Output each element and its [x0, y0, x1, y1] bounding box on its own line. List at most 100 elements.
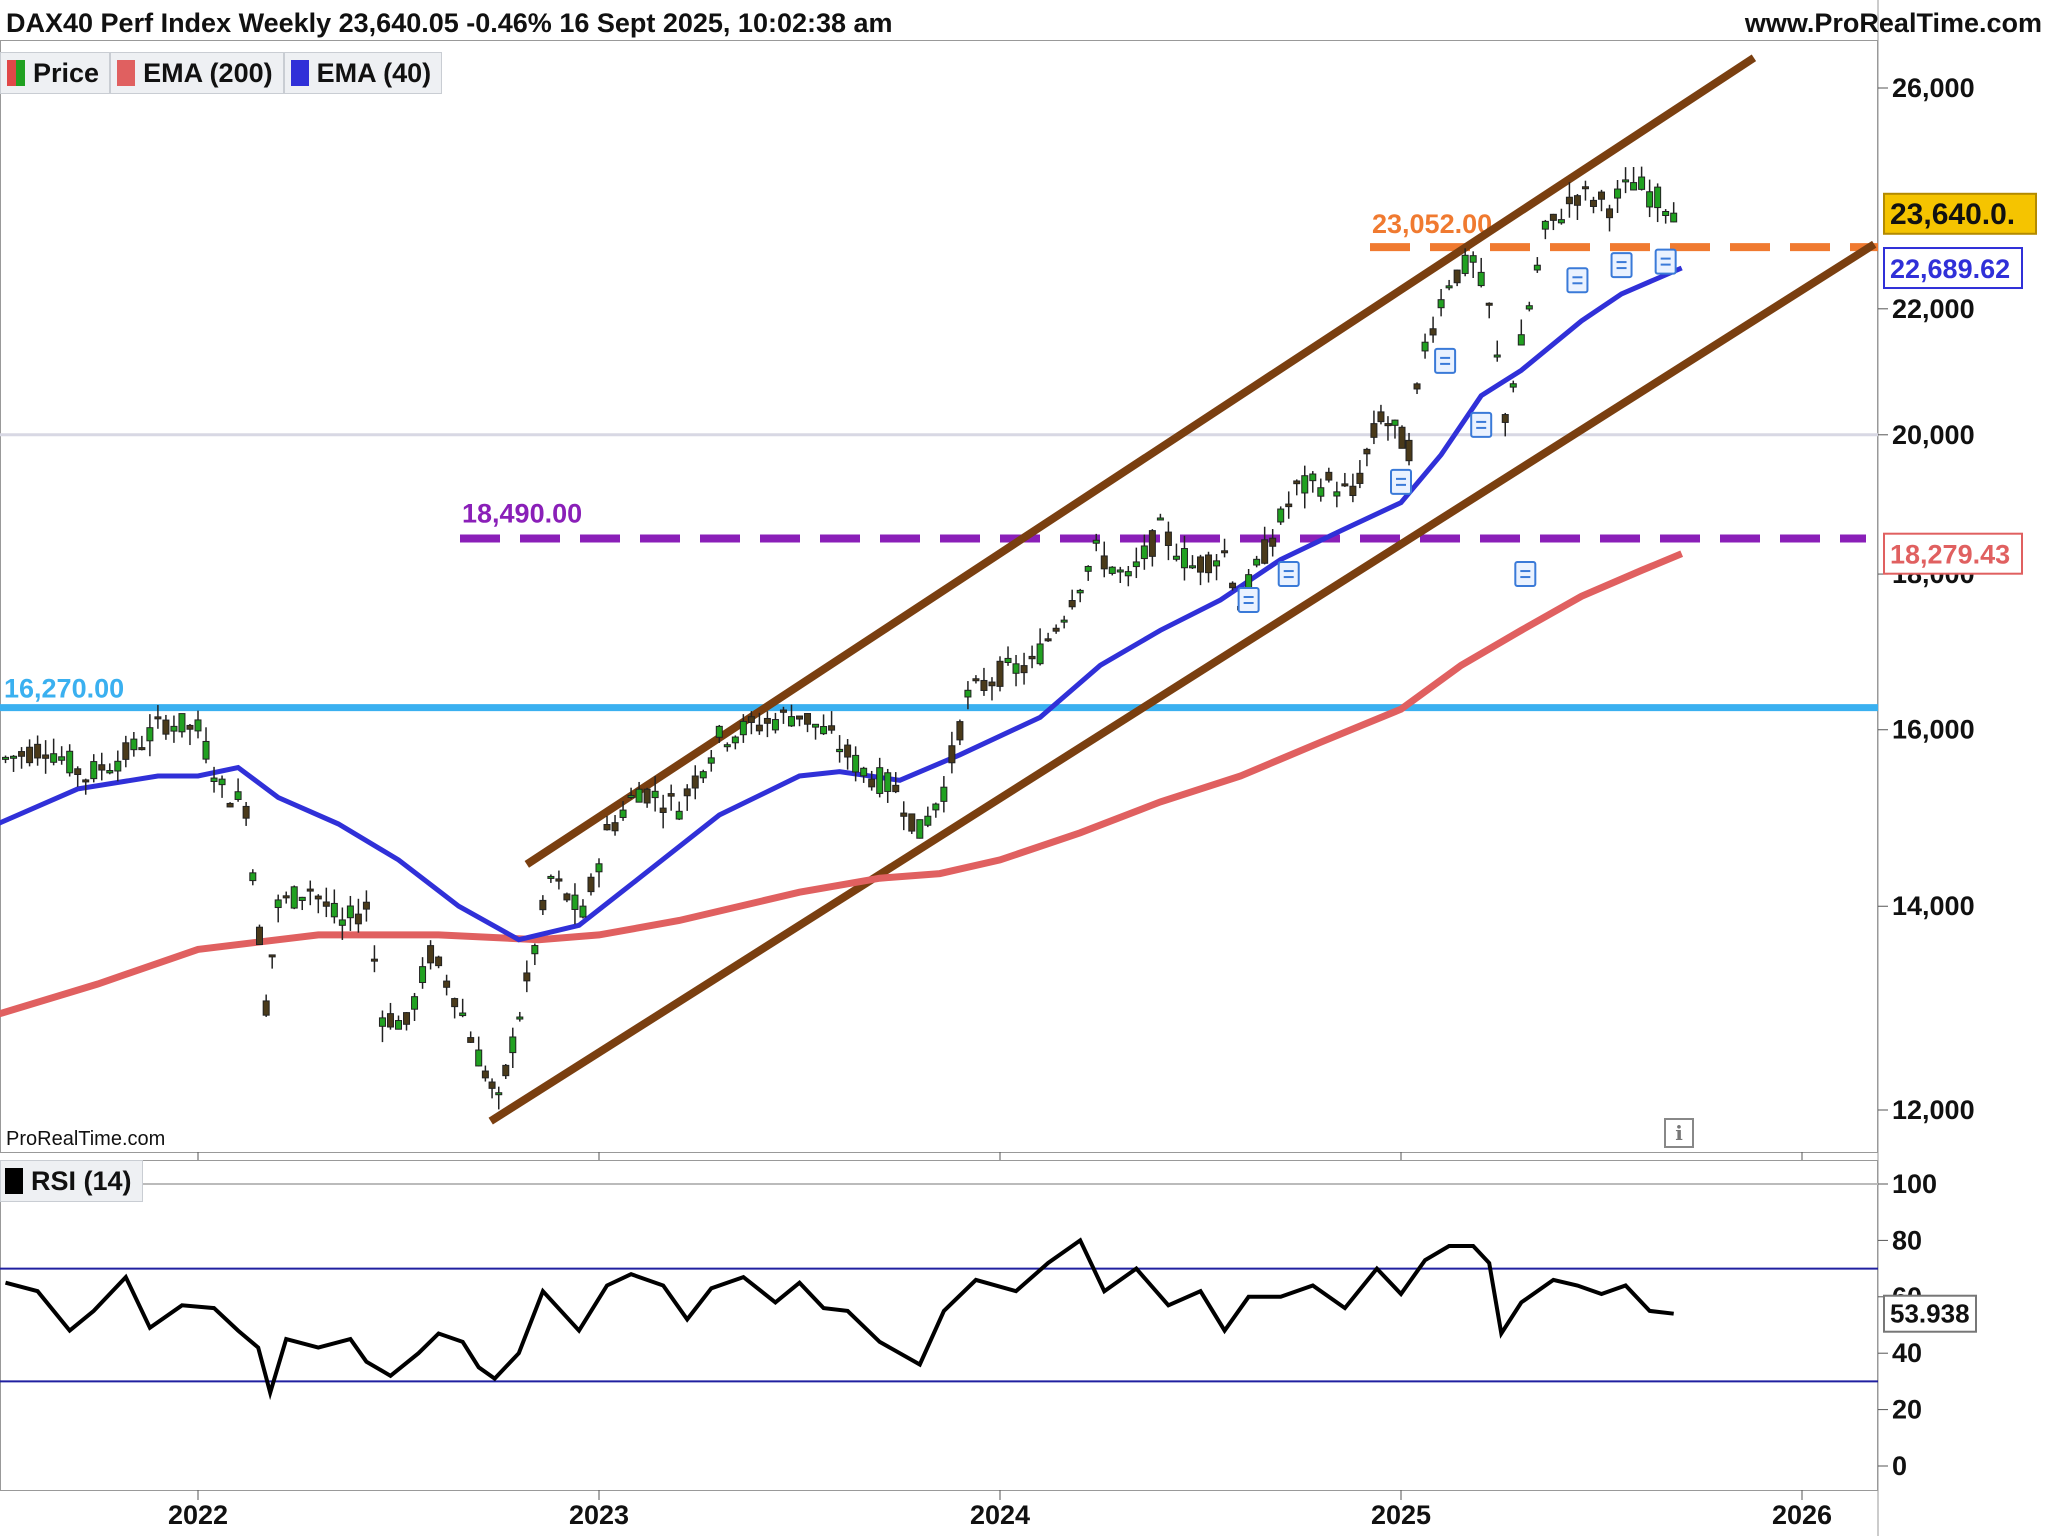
candle-body [1606, 208, 1614, 219]
candle-body [539, 899, 547, 911]
candle-body [1092, 539, 1100, 544]
candle-body [876, 767, 884, 794]
candle-body [282, 895, 290, 899]
candle-body [659, 807, 667, 813]
candle-body [1004, 657, 1012, 664]
candle-body [739, 720, 747, 736]
candle-body [274, 899, 282, 909]
candle-body [218, 778, 226, 786]
x-tick-label: 2026 [1772, 1500, 1832, 1530]
level-label-18490: 18,490.00 [462, 499, 582, 529]
candle-body [234, 791, 242, 800]
last-price-tag: 23,640.0. [1890, 198, 2015, 231]
candle-body [1461, 254, 1469, 274]
last-price-tag-box [1883, 192, 2037, 235]
candle-body [1172, 555, 1180, 560]
candle-body [338, 919, 346, 926]
candle-body [940, 786, 948, 802]
candle-body [82, 779, 90, 783]
candle-body [154, 716, 162, 720]
candle-body [1646, 191, 1654, 208]
candle-body [619, 809, 627, 818]
candle-body [516, 1016, 524, 1020]
x-tick-label: 2024 [970, 1500, 1030, 1530]
candle-body [106, 770, 114, 774]
legend-ema200-label: EMA (200) [143, 57, 273, 88]
candle-body [1377, 411, 1385, 423]
candle-body [34, 743, 42, 759]
candle-body [988, 681, 996, 687]
candle-body [1341, 483, 1349, 487]
candle-body [1509, 383, 1517, 388]
ema40-value-tag-box [1883, 247, 2023, 290]
candle-body [1477, 271, 1485, 287]
candle-body [812, 723, 820, 728]
candle-body [481, 1070, 489, 1079]
candle-body [1100, 555, 1108, 570]
candle-body [1469, 255, 1477, 263]
candle-body [262, 1000, 270, 1016]
legend-price[interactable]: Price [0, 52, 111, 94]
candle-body [178, 713, 186, 733]
legend-ema40[interactable]: EMA (40) [283, 52, 443, 94]
candle-body [451, 998, 459, 1008]
legend-price-label: Price [33, 57, 100, 88]
level-label-23052: 23,052.00 [1372, 209, 1492, 239]
x-tick-label: 2022 [168, 1500, 228, 1530]
candle-body [635, 788, 643, 803]
candle-body [1325, 471, 1333, 481]
news-icon [1237, 587, 1260, 614]
candle-body [26, 746, 34, 764]
candle-body [1622, 179, 1630, 183]
candle-body [98, 764, 106, 771]
candle-body [1293, 480, 1301, 485]
info-icon[interactable]: i [1664, 1118, 1694, 1148]
candle-body [122, 742, 130, 760]
rsi-legend[interactable]: RSI (14) [0, 1160, 143, 1202]
candle-body [146, 727, 154, 742]
candle-body [787, 716, 795, 727]
candle-body [1445, 285, 1453, 289]
candle-body [771, 719, 779, 731]
candle-body [1589, 199, 1597, 207]
candle-body [884, 772, 892, 792]
candle-body [731, 736, 739, 744]
candle-body [18, 751, 26, 757]
candle-body [1221, 550, 1229, 554]
candle-body [531, 945, 539, 955]
news-icon [1654, 248, 1677, 275]
candle-body [1421, 341, 1429, 352]
candle-body [242, 805, 250, 819]
candle-body [306, 888, 314, 892]
y-tick-label: 26,000 [1892, 73, 1975, 103]
candle-body [346, 905, 354, 919]
candle-body [1614, 188, 1622, 199]
indicator-legend: Price EMA (200) EMA (40) [0, 52, 443, 94]
candle-body [948, 745, 956, 764]
candle-body [996, 660, 1004, 687]
candle-body [1370, 423, 1378, 438]
candle-body [362, 901, 370, 910]
candle-body [627, 794, 635, 798]
legend-ema200[interactable]: EMA (200) [110, 52, 284, 94]
candle-body [1028, 655, 1036, 660]
candle-body [1269, 537, 1277, 547]
candle-body [1060, 619, 1068, 623]
chart-title: DAX40 Perf Index Weekly 23,640.05 -0.46%… [6, 8, 893, 38]
candle-body [495, 1092, 503, 1096]
candle-body [836, 748, 844, 753]
candle-body [354, 913, 362, 925]
candle-body [1581, 186, 1589, 190]
candle-body [186, 724, 194, 730]
candle-body [378, 1017, 386, 1027]
news-icon [1390, 468, 1412, 495]
candle-body [1253, 558, 1261, 566]
candle-body [715, 725, 723, 738]
candle-body [956, 721, 964, 741]
candle-body [475, 1049, 483, 1067]
candle-body [603, 824, 611, 831]
candles-group [2, 166, 1678, 1110]
candle-body [1429, 328, 1437, 336]
candle-body [50, 753, 58, 763]
candle-body [1309, 473, 1317, 482]
